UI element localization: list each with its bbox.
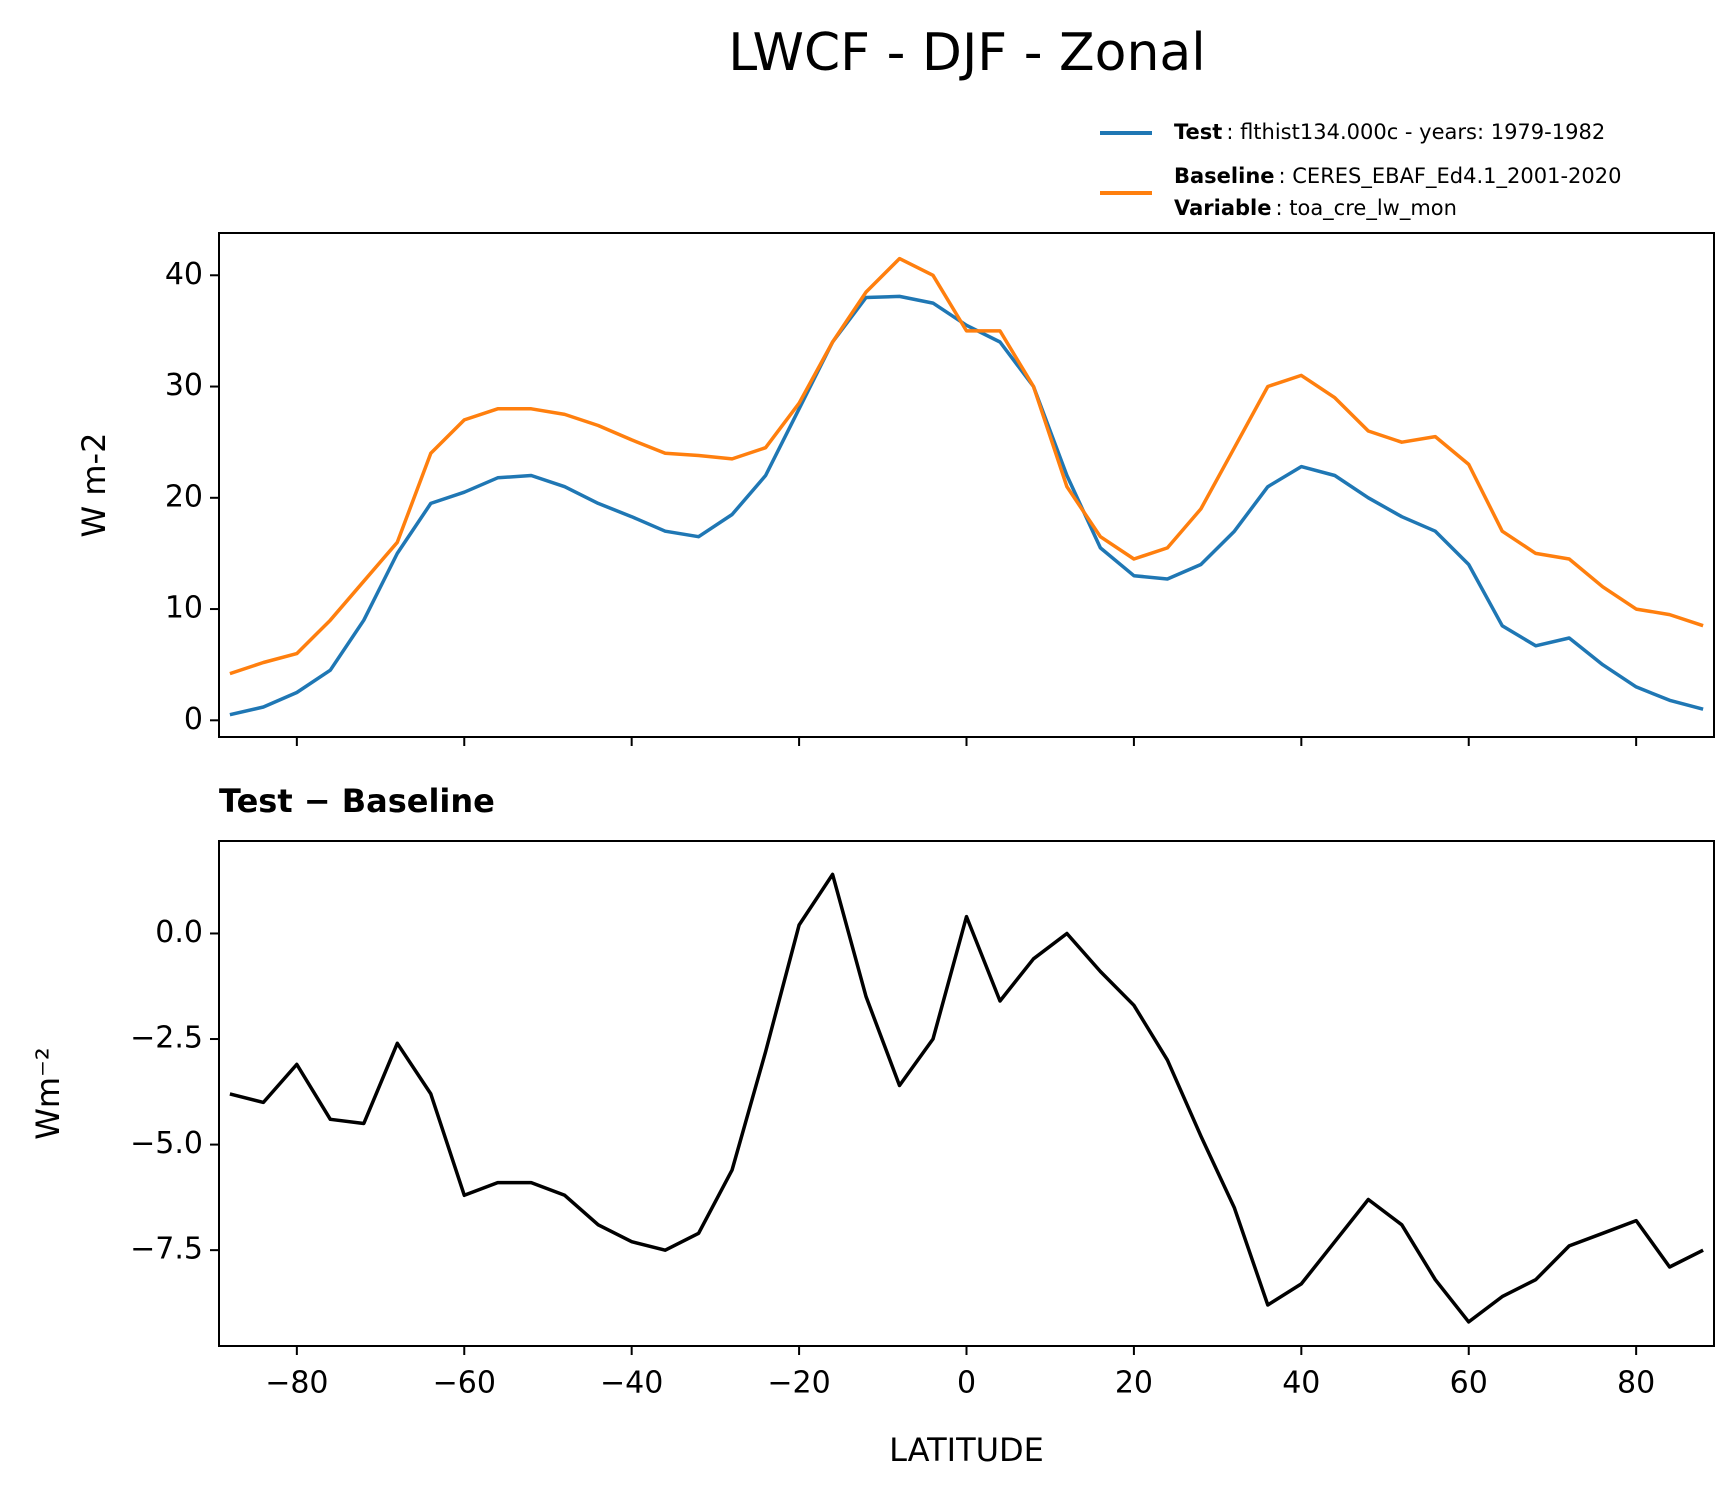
plot-frame: [218, 232, 1715, 738]
figure-title: LWCF - DJF - Zonal: [728, 23, 1205, 83]
y-tick-label: 0: [184, 702, 203, 737]
legend-name: Test: [1174, 120, 1222, 144]
x-tick-label: −40: [600, 1366, 663, 1401]
y-tick-label: 10: [165, 591, 203, 626]
data-line: [229, 872, 1704, 1324]
legend-name: Variable: [1174, 196, 1271, 220]
x-tick-label: −60: [433, 1366, 496, 1401]
x-tick-label: 60: [1450, 1366, 1488, 1401]
x-tick-label: 80: [1617, 1366, 1655, 1401]
legend-entry: Test: flthist134.000c - years: 1979-1982: [1174, 120, 1605, 144]
legend-name: Baseline: [1174, 164, 1275, 188]
data-line: [229, 256, 1704, 676]
x-tick-label: −80: [265, 1366, 328, 1401]
y-tick-label: −2.5: [130, 1021, 203, 1056]
y-tick-label: 20: [165, 479, 203, 514]
x-tick-label: 40: [1282, 1366, 1320, 1401]
x-tick-label: 20: [1115, 1366, 1153, 1401]
legend-label: : flthist134.000c - years: 1979-1982: [1226, 120, 1605, 144]
data-line: [229, 294, 1704, 717]
y-tick-label: 0.0: [155, 915, 203, 950]
y-tick-label: −5.0: [130, 1126, 203, 1161]
y-axis-label: Wm⁻²: [29, 1047, 67, 1140]
legend-label: : CERES_EBAF_Ed4.1_2001-2020: [1279, 164, 1622, 189]
y-axis-label: W m-2: [75, 433, 113, 538]
x-tick-label: −20: [767, 1366, 830, 1401]
legend-label: : toa_cre_lw_mon: [1275, 196, 1456, 221]
y-tick-label: −7.5: [130, 1232, 203, 1267]
subplot-title: Test − Baseline: [219, 782, 495, 820]
x-axis-label: LATITUDE: [889, 1431, 1044, 1469]
y-tick-label: 30: [165, 368, 203, 403]
x-tick-label: 0: [957, 1366, 976, 1401]
y-tick-label: 40: [165, 257, 203, 292]
legend-entry: Variable: toa_cre_lw_mon: [1174, 196, 1457, 221]
legend-entry: Baseline: CERES_EBAF_Ed4.1_2001-2020: [1174, 164, 1621, 189]
plot-frame: [218, 840, 1715, 1347]
